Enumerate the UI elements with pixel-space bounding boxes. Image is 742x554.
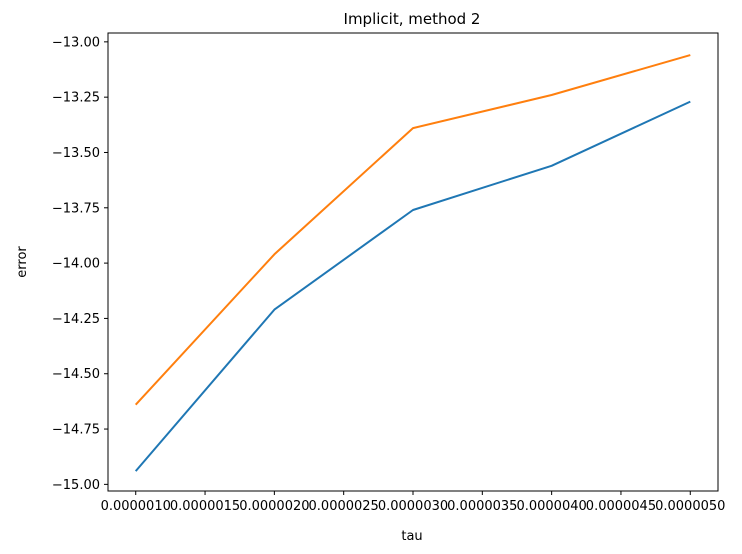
y-tick-label: −14.25 [52, 312, 100, 327]
series-layer [134, 54, 691, 472]
x-tick-label: 0.0000050 [655, 499, 725, 514]
y-tick-label: −13.00 [52, 35, 100, 50]
x-tick-label: 0.0000030 [378, 499, 448, 514]
x-tick-label: 0.0000045 [586, 499, 656, 514]
x-tick-label: 0.0000020 [239, 499, 309, 514]
x-tick-label: 0.0000035 [447, 499, 517, 514]
y-tick-label: −14.50 [52, 367, 100, 382]
y-tick-label: −14.00 [52, 257, 100, 272]
plot-frame [107, 32, 719, 492]
x-axis: 0.0000010 0.0000015 0.0000020 0.0000025 0.00… [101, 491, 725, 514]
x-tick-label: 0.0000025 [309, 499, 379, 514]
x-tick-label: 0.0000015 [170, 499, 240, 514]
y-tick-label: −13.75 [52, 201, 100, 216]
chart-title: Implicit, method 2 [344, 10, 481, 28]
y-tick-label: −13.25 [52, 91, 100, 106]
y-tick-label: −15.00 [52, 478, 100, 493]
series-line-2 [134, 54, 691, 406]
y-axis: −15.00 −14.75 −14.50 −14.25 −14.00 −13.75 −13.… [52, 35, 108, 493]
series-line-1 [134, 100, 691, 472]
x-axis-label: tau [401, 529, 422, 544]
y-tick-label: −13.50 [52, 146, 100, 161]
x-tick-label: 0.0000010 [101, 499, 171, 514]
x-tick-label: 0.0000040 [516, 499, 586, 514]
y-tick-label: −14.75 [52, 423, 100, 438]
y-axis-label: error [15, 246, 30, 278]
